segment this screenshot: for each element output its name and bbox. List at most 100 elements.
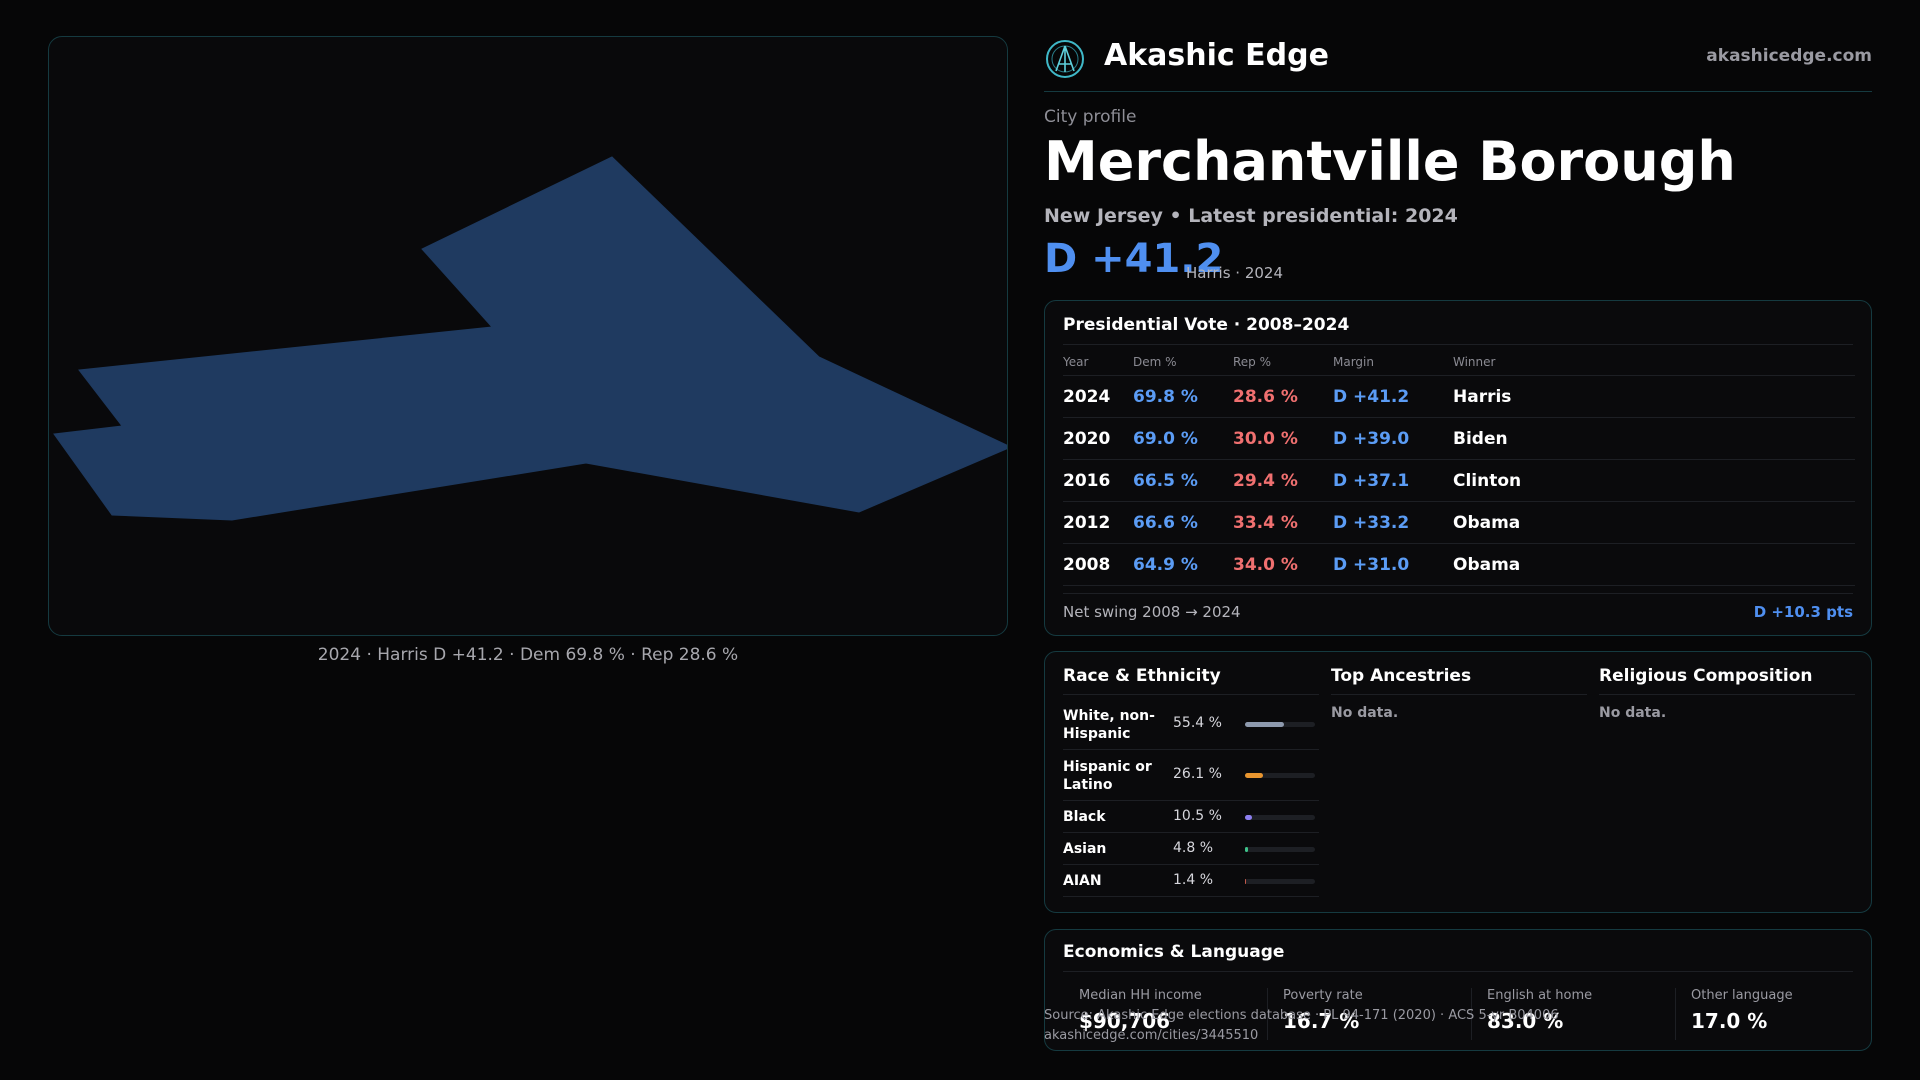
top-ancestries-section: Top Ancestries No data. xyxy=(1331,666,1587,721)
page-subtitle: New Jersey • Latest presidential: 2024 xyxy=(1044,205,1458,227)
table-row: 2024 69.8 % 28.6 % D +41.2 Harris xyxy=(1063,376,1855,418)
race-bar-fill xyxy=(1245,815,1253,820)
city-map xyxy=(48,36,1008,636)
section-title: Race & Ethnicity xyxy=(1063,666,1319,695)
cell-margin: D +39.0 xyxy=(1333,429,1410,449)
city-boundary-shape xyxy=(53,156,1007,521)
race-label: White, non-Hispanic xyxy=(1063,708,1155,742)
header-margin: Margin xyxy=(1333,355,1374,369)
no-data-text: No data. xyxy=(1331,705,1399,721)
divider xyxy=(1063,593,1853,594)
page-title: Merchantville Borough xyxy=(1044,130,1736,193)
race-percent: 26.1 % xyxy=(1173,766,1222,782)
race-label: AIAN xyxy=(1063,873,1102,889)
stat-value: 16.7 % xyxy=(1283,1009,1360,1033)
map-caption: 2024 · Harris D +41.2 · Dem 69.8 % · Rep… xyxy=(317,645,739,665)
race-bar-track xyxy=(1245,815,1315,820)
akashic-edge-logo-icon xyxy=(1046,40,1084,78)
brand-name: Akashic Edge xyxy=(1104,38,1329,73)
divider xyxy=(1063,971,1853,972)
cell-margin: D +41.2 xyxy=(1333,387,1410,407)
cell-winner: Clinton xyxy=(1453,471,1522,491)
divider xyxy=(1063,344,1853,345)
stat-value: $90,706 xyxy=(1079,1009,1171,1033)
race-bar-track xyxy=(1245,879,1315,884)
table-row: 2020 69.0 % 30.0 % D +39.0 Biden xyxy=(1063,418,1855,460)
vote-table: Year Dem % Rep % Margin Winner 2024 69.8… xyxy=(1063,348,1855,586)
race-bar-fill xyxy=(1245,879,1246,884)
brand-url-link[interactable]: akashicedge.com xyxy=(1706,46,1872,66)
cell-winner: Obama xyxy=(1453,555,1521,575)
header-dem: Dem % xyxy=(1133,355,1177,369)
no-data-text: No data. xyxy=(1599,705,1667,721)
stat-label: Median HH income xyxy=(1079,988,1202,1003)
net-swing-label: Net swing 2008 → 2024 xyxy=(1063,603,1241,621)
economics-language-card: Economics & Language Median HH income $9… xyxy=(1044,929,1872,1051)
race-bar-fill xyxy=(1245,722,1284,727)
cell-dem: 66.5 % xyxy=(1133,471,1198,491)
race-percent: 55.4 % xyxy=(1173,715,1222,731)
cell-dem: 66.6 % xyxy=(1133,513,1198,533)
cell-year: 2016 xyxy=(1063,471,1111,491)
cell-winner: Obama xyxy=(1453,513,1521,533)
cell-winner: Harris xyxy=(1453,387,1512,407)
race-bar-track xyxy=(1245,773,1315,778)
race-row: White, non-Hispanic 55.4 % xyxy=(1063,699,1319,750)
cell-dem: 64.9 % xyxy=(1133,555,1198,575)
cell-dem: 69.8 % xyxy=(1133,387,1198,407)
stat-median-income: Median HH income $90,706 xyxy=(1079,988,1279,1040)
cell-rep: 29.4 % xyxy=(1233,471,1298,491)
stat-value: 83.0 % xyxy=(1487,1009,1564,1033)
card-title: Economics & Language xyxy=(1063,942,1285,962)
cell-margin: D +37.1 xyxy=(1333,471,1410,491)
headline-margin: D +41.2 xyxy=(1044,236,1224,282)
presidential-vote-card: Presidential Vote · 2008–2024 Year Dem %… xyxy=(1044,300,1872,636)
city-url-link[interactable]: akashicedge.com/cities/3445510 xyxy=(1044,1028,1259,1043)
city-boundary-map xyxy=(53,156,1007,521)
page-footer: Source: Akashic Edge elections database … xyxy=(1044,1006,1559,1046)
stat-label: Poverty rate xyxy=(1283,988,1363,1003)
race-row: AIAN 1.4 % xyxy=(1063,865,1319,897)
race-label: Black xyxy=(1063,809,1106,825)
net-swing-value: D +10.3 pts xyxy=(1753,603,1853,621)
race-bar-fill xyxy=(1245,847,1249,852)
religious-composition-section: Religious Composition No data. xyxy=(1599,666,1855,721)
section-title: Religious Composition xyxy=(1599,666,1855,695)
stat-value: 17.0 % xyxy=(1691,1009,1768,1033)
race-row: Asian 4.8 % xyxy=(1063,833,1319,865)
race-ethnicity-section: Race & Ethnicity White, non-Hispanic 55.… xyxy=(1063,666,1319,897)
race-percent: 10.5 % xyxy=(1173,808,1222,824)
race-row: Black 10.5 % xyxy=(1063,801,1319,833)
stat-label: English at home xyxy=(1487,988,1593,1003)
table-row: 2012 66.6 % 33.4 % D +33.2 Obama xyxy=(1063,502,1855,544)
race-label: Hispanic or Latino xyxy=(1063,759,1152,793)
stat-label: Other language xyxy=(1691,988,1793,1003)
table-row: 2016 66.5 % 29.4 % D +37.1 Clinton xyxy=(1063,460,1855,502)
headline-margin-note: Harris · 2024 xyxy=(1186,264,1284,282)
race-bar-track xyxy=(1245,722,1315,727)
race-percent: 1.4 % xyxy=(1173,872,1214,888)
header-winner: Winner xyxy=(1453,355,1496,369)
section-title: Top Ancestries xyxy=(1331,666,1587,695)
cell-dem: 69.0 % xyxy=(1133,429,1198,449)
race-bar-fill xyxy=(1245,773,1264,778)
divider xyxy=(1675,988,1676,1040)
divider xyxy=(1267,988,1268,1040)
demographics-card: Race & Ethnicity White, non-Hispanic 55.… xyxy=(1044,651,1872,913)
stat-english-at-home: English at home 83.0 % xyxy=(1487,988,1687,1040)
cell-rep: 33.4 % xyxy=(1233,513,1298,533)
table-header: Year Dem % Rep % Margin Winner xyxy=(1063,348,1855,376)
cell-rep: 28.6 % xyxy=(1233,387,1298,407)
cell-margin: D +33.2 xyxy=(1333,513,1410,533)
cell-year: 2024 xyxy=(1063,387,1111,407)
race-percent: 4.8 % xyxy=(1173,840,1214,856)
stat-other-language: Other language 17.0 % xyxy=(1691,988,1891,1040)
cell-rep: 30.0 % xyxy=(1233,429,1298,449)
header-year: Year xyxy=(1063,355,1089,369)
stat-poverty-rate: Poverty rate 16.7 % xyxy=(1283,988,1483,1040)
cell-winner: Biden xyxy=(1453,429,1508,449)
race-bar-track xyxy=(1245,847,1315,852)
source-note: Source: Akashic Edge elections database … xyxy=(1044,1008,1559,1023)
race-label: Asian xyxy=(1063,841,1107,857)
card-title: Presidential Vote · 2008–2024 xyxy=(1063,315,1350,335)
